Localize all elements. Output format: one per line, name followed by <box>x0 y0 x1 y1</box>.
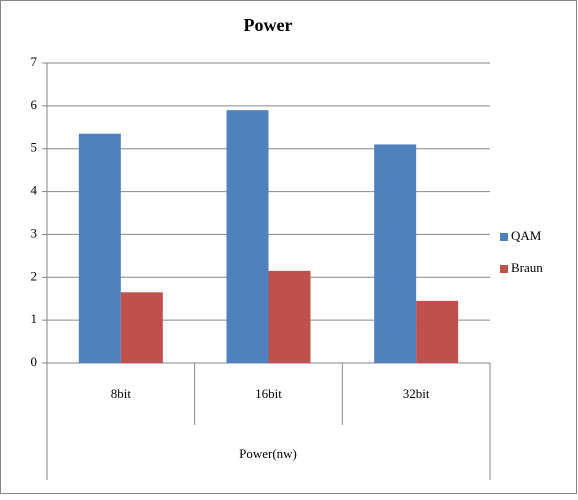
y-tick-label: 4 <box>31 183 38 198</box>
legend-swatch <box>500 265 508 273</box>
x-tick-label: 32bit <box>403 386 430 401</box>
y-tick-label: 6 <box>31 97 38 112</box>
y-tick-label: 5 <box>31 140 38 155</box>
y-tick-label: 3 <box>31 225 38 240</box>
legend-label: QAM <box>511 228 542 243</box>
x-axis-label: Power(nw) <box>239 446 297 461</box>
bar <box>416 300 459 363</box>
legend-label: Braun <box>511 260 543 275</box>
x-tick-label: 8bit <box>111 386 132 401</box>
bar <box>268 270 311 363</box>
legend-swatch <box>500 233 508 241</box>
y-tick-label: 0 <box>31 354 38 369</box>
bar <box>78 133 121 363</box>
bar <box>226 110 269 364</box>
y-tick-label: 1 <box>31 311 38 326</box>
y-tick-label: 7 <box>31 54 38 69</box>
x-tick-label: 16bit <box>255 386 282 401</box>
bar <box>120 292 163 363</box>
bar <box>374 144 417 363</box>
y-tick-label: 2 <box>31 268 38 283</box>
chart-title: Power <box>244 15 293 35</box>
